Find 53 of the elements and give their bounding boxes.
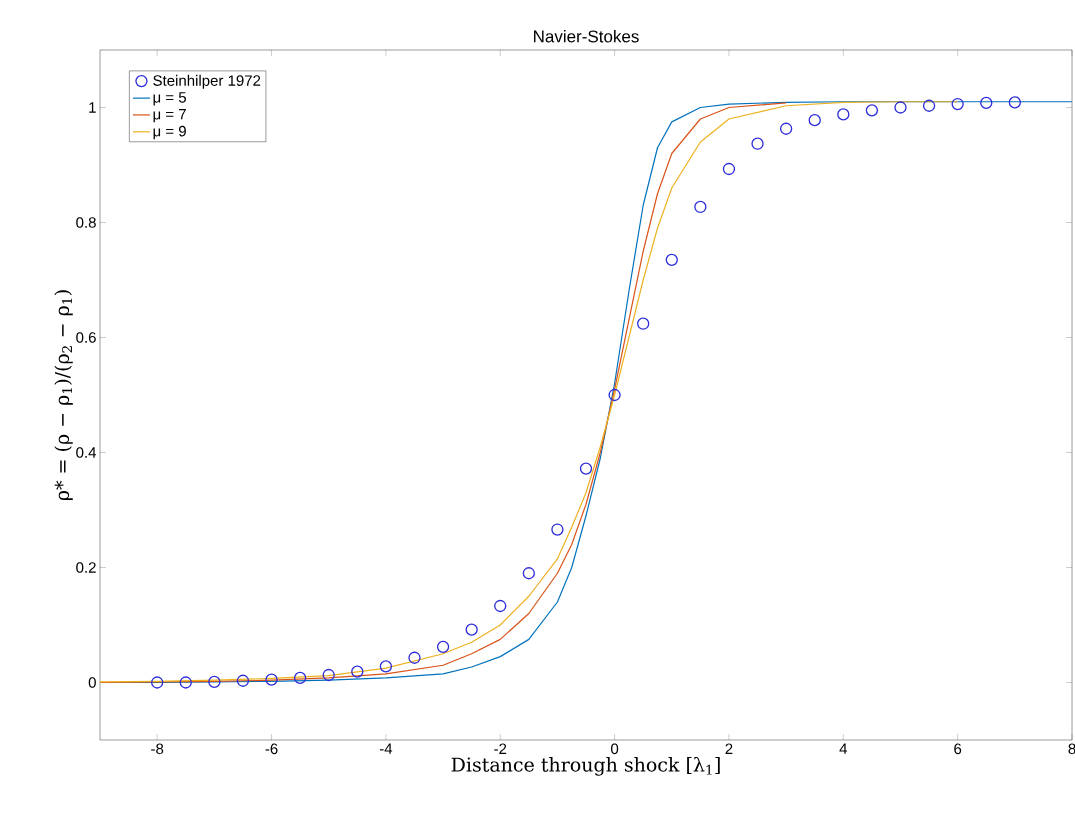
x-axis-title: Distance through shock [λ$_{1}$]	[451, 756, 720, 776]
point	[236, 674, 250, 687]
point	[865, 104, 879, 117]
point	[608, 388, 621, 402]
point	[179, 676, 192, 689]
point	[265, 673, 278, 686]
y-tick-label: 1	[89, 102, 96, 113]
y-tick-label: 0.4	[76, 447, 97, 458]
x-tick-label: -4	[379, 743, 393, 754]
point	[665, 253, 678, 267]
point	[465, 623, 478, 636]
point	[208, 675, 221, 689]
point	[722, 162, 736, 176]
chart-title: Navier-Stokes	[534, 30, 639, 43]
x-tick-label: 4	[839, 743, 848, 754]
y-tick-label: 0	[88, 677, 96, 688]
point	[408, 651, 421, 664]
x-tick-label: 0	[611, 743, 619, 755]
y-tick-label: 0.2	[76, 562, 96, 573]
point	[579, 462, 593, 475]
point	[322, 668, 335, 682]
point	[436, 640, 450, 653]
y-tick-label: 0.8	[76, 217, 96, 228]
x-tick-label: 8	[1068, 743, 1075, 755]
point	[779, 122, 793, 135]
point	[379, 660, 393, 673]
x-tick-label: -6	[265, 743, 278, 755]
point	[551, 523, 564, 536]
point	[293, 671, 307, 685]
x-tick-label: 6	[954, 743, 962, 755]
x-tick-label: 2	[725, 743, 733, 754]
legend-label: Steinhilper 1972	[153, 74, 261, 89]
legend-label: μ = 9	[153, 125, 186, 140]
point	[151, 676, 164, 689]
x-tick-label: -8	[151, 743, 164, 755]
legend-label: μ = 5	[153, 92, 186, 106]
point	[922, 99, 936, 112]
point	[808, 113, 821, 127]
point	[837, 108, 850, 121]
point	[980, 96, 993, 110]
point	[894, 101, 907, 114]
point	[1008, 96, 1021, 109]
point	[637, 317, 650, 330]
point	[694, 200, 707, 214]
point	[951, 97, 964, 111]
legend-label: μ = 7	[153, 109, 186, 123]
x-tick-label: -2	[494, 743, 507, 754]
y-axis-title: ρ* = (ρ − ρ$_{1}$)/(ρ$_{2}$ − ρ$_{1}$)	[54, 290, 73, 500]
point	[751, 137, 764, 150]
point	[494, 599, 507, 613]
y-tick-label: 0.6	[76, 332, 96, 343]
point	[351, 665, 364, 678]
point	[522, 567, 535, 580]
